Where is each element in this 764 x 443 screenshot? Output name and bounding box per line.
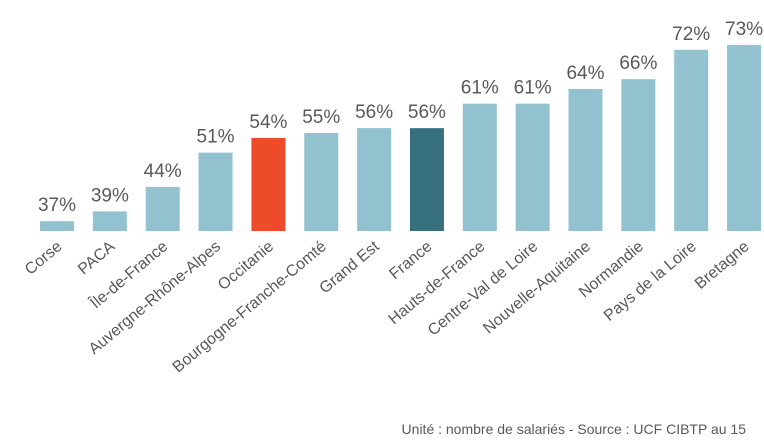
value-label: 51% (197, 127, 235, 148)
value-label: 56% (355, 102, 393, 123)
value-label: 72% (672, 24, 710, 45)
x-tick-label: Pays de la Loire (601, 238, 700, 325)
bar (251, 137, 286, 231)
value-label: 54% (249, 112, 287, 133)
x-tick-label: Hauts-de-France (385, 238, 488, 328)
bar (357, 128, 392, 231)
x-tick-label: Grand Est (317, 238, 384, 298)
bar (515, 103, 550, 231)
value-label: 44% (144, 161, 182, 182)
bar (621, 79, 656, 231)
bar (92, 211, 127, 231)
bar (462, 103, 497, 231)
x-tick-label: France (386, 238, 435, 283)
bar (198, 152, 233, 231)
value-label: 56% (408, 102, 446, 123)
value-label: 73% (725, 19, 763, 40)
value-label: 66% (619, 53, 657, 74)
bar (674, 49, 709, 231)
bar (304, 133, 339, 231)
value-label: 61% (514, 78, 552, 99)
value-label: 64% (566, 63, 604, 84)
bar (40, 221, 74, 231)
value-label: 37% (38, 195, 76, 216)
bar (145, 186, 180, 231)
bar (409, 128, 444, 231)
x-tick-label: Bretagne (692, 238, 753, 293)
x-tick-label: PACA (75, 238, 119, 278)
value-label: 61% (461, 78, 499, 99)
x-tick-label: Corse (22, 238, 66, 279)
source-note: Unité : nombre de salariés - Source : UC… (402, 421, 747, 437)
bar (568, 88, 603, 231)
value-label: 55% (302, 107, 340, 128)
bar (727, 44, 762, 232)
value-label: 39% (91, 185, 129, 206)
